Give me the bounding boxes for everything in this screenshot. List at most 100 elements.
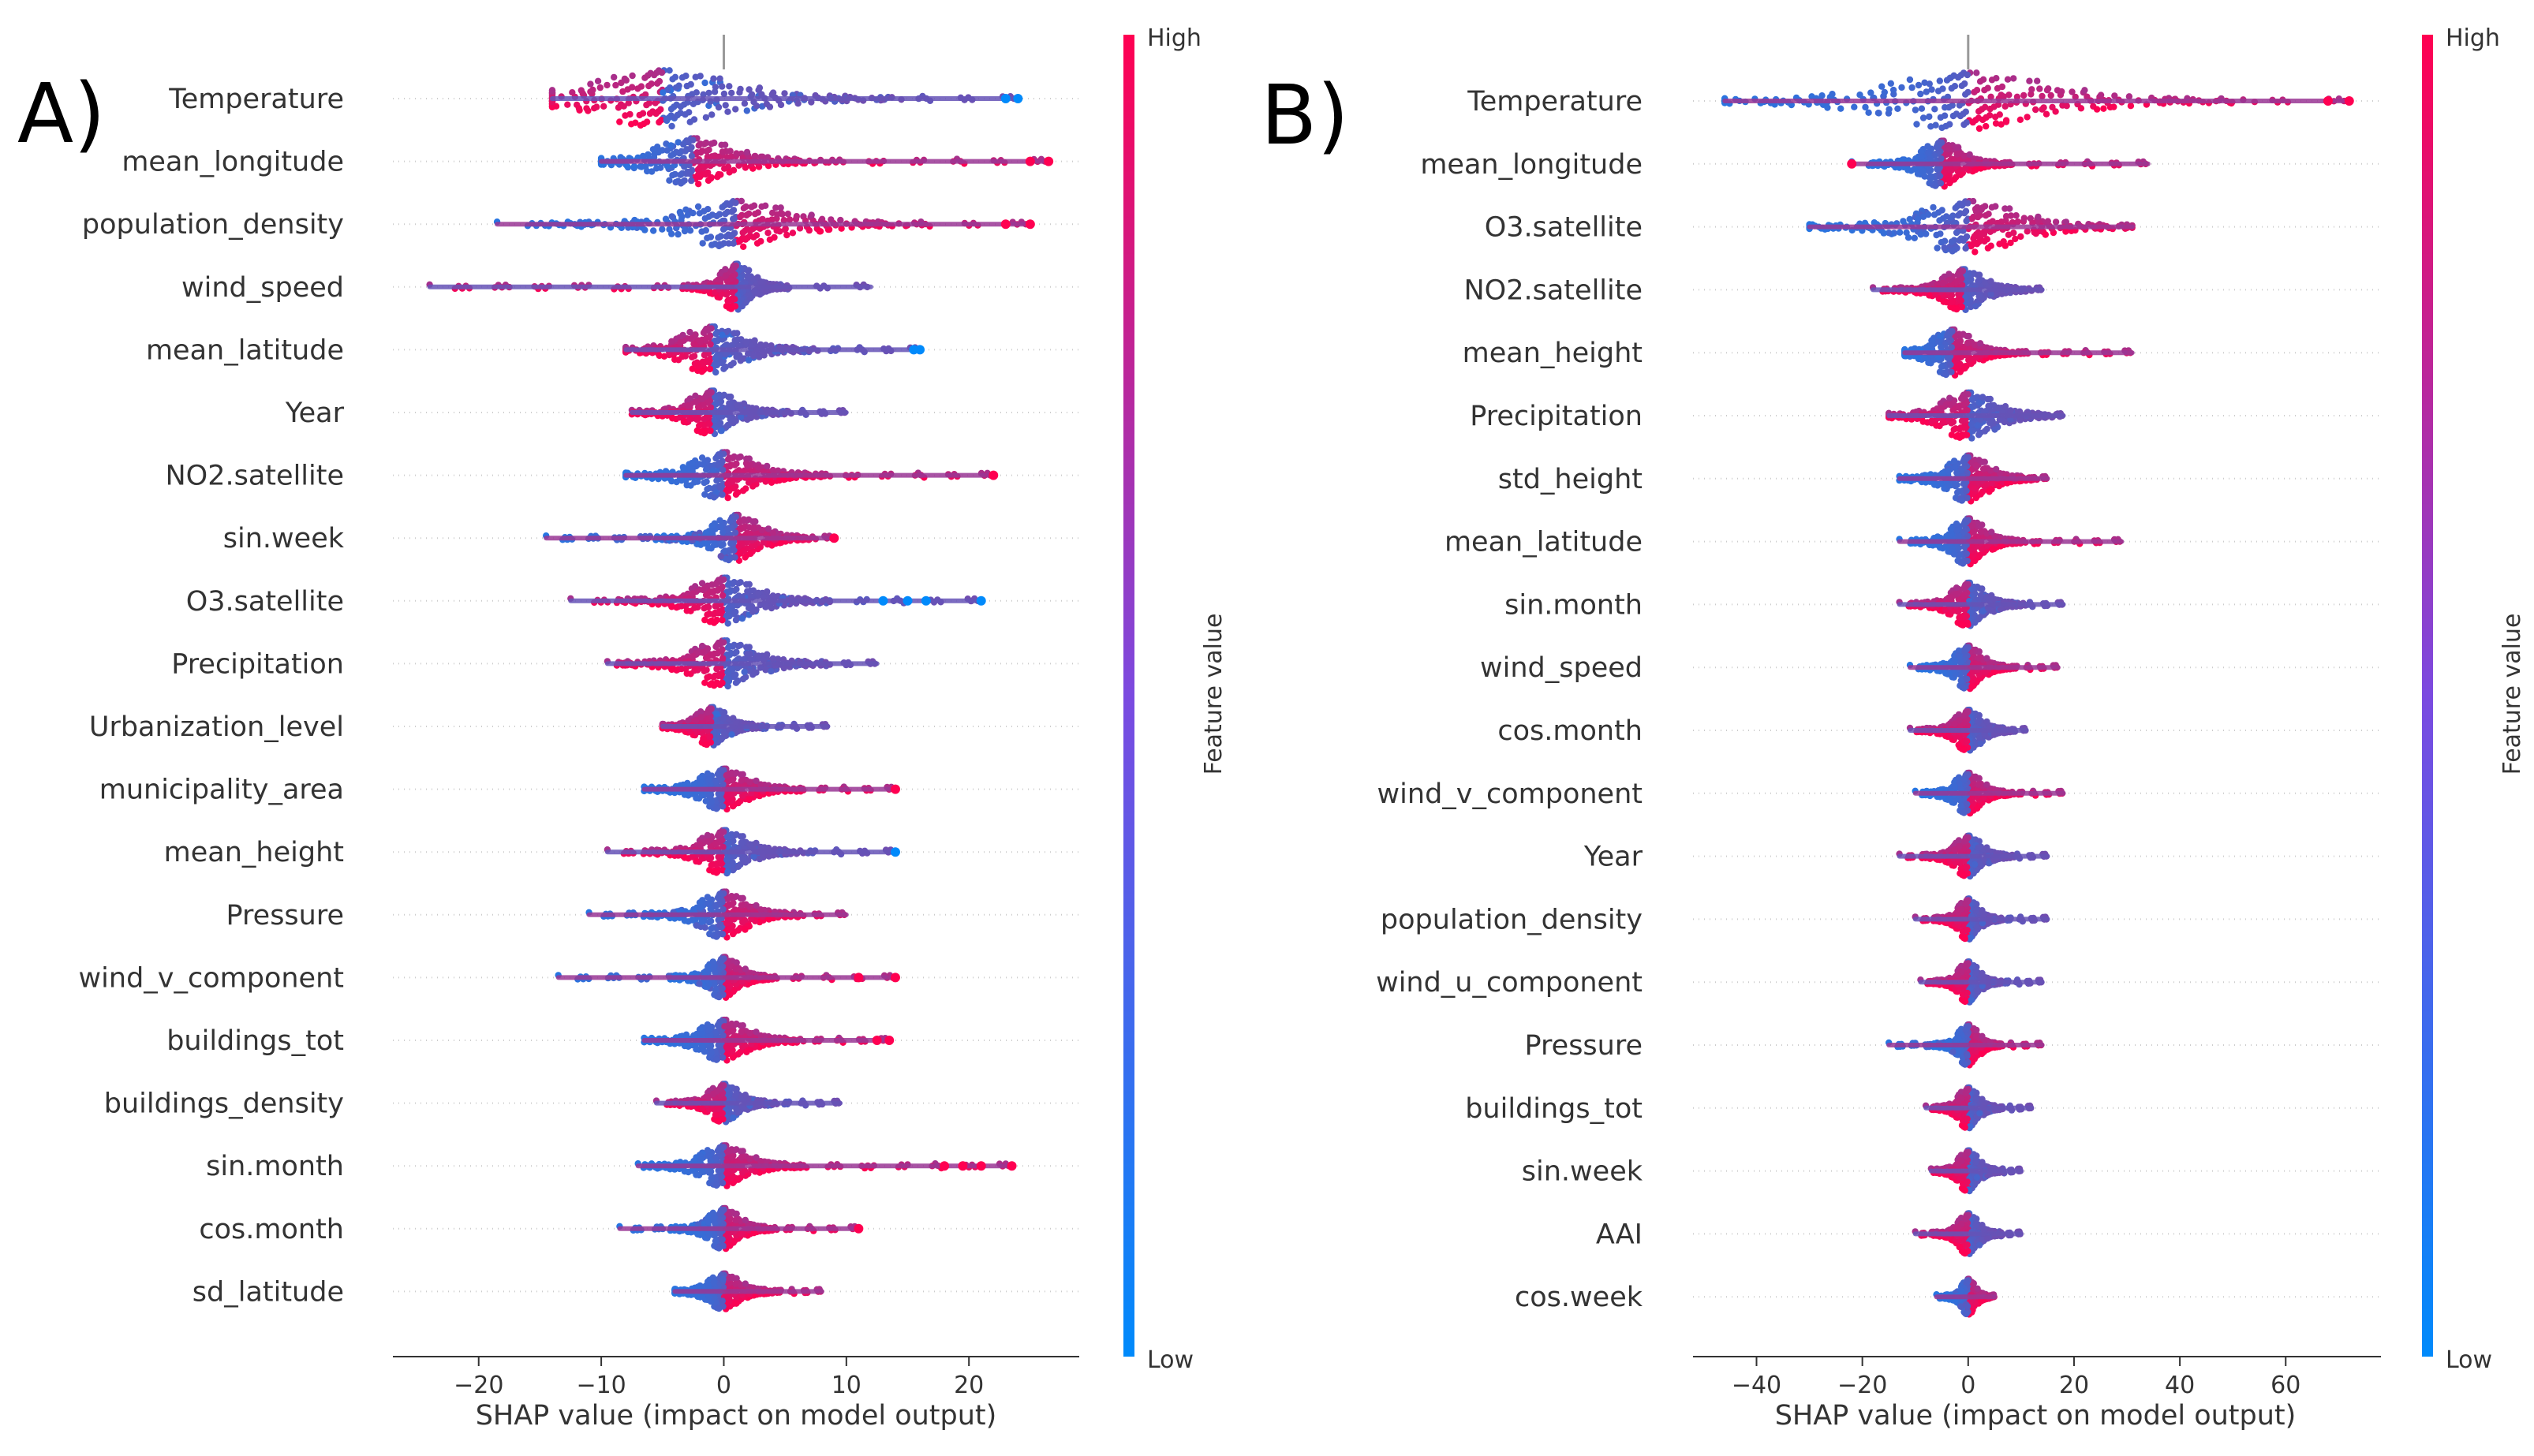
- shap-point: [735, 238, 743, 245]
- shap-point: [729, 289, 736, 296]
- shap-point: [719, 715, 727, 722]
- shap-point: [724, 868, 731, 875]
- shap-point: [732, 616, 740, 624]
- shap-point: [719, 803, 727, 810]
- shap-outlier: [884, 1036, 895, 1045]
- shap-point: [715, 853, 722, 861]
- shap-point: [703, 147, 710, 155]
- shap-point: [727, 305, 734, 312]
- shap-point: [663, 147, 671, 154]
- shap-point: [653, 165, 660, 172]
- shap-point: [707, 427, 714, 435]
- shap-point: [764, 162, 772, 170]
- shap-point: [693, 922, 701, 929]
- shap-point: [753, 240, 761, 247]
- shap-point: [742, 926, 749, 933]
- shap-point: [589, 86, 596, 94]
- shap-point: [828, 216, 835, 223]
- shap-point: [722, 210, 729, 218]
- shap-outlier: [976, 595, 986, 606]
- shap-point: [745, 357, 753, 364]
- shap-point: [694, 166, 701, 174]
- shap-point: [708, 925, 715, 932]
- shap-point: [686, 328, 693, 336]
- shap-point: [564, 101, 571, 108]
- shap-point: [731, 337, 738, 344]
- shap-point: [786, 216, 794, 223]
- shap-point: [753, 839, 760, 847]
- shap-point: [701, 605, 708, 612]
- shap-point: [646, 110, 654, 118]
- shap-point: [750, 233, 757, 241]
- beeswarm-Pressure: [585, 888, 849, 941]
- shap-point: [742, 965, 749, 973]
- shap-point: [705, 838, 712, 846]
- shap-point: [731, 215, 738, 222]
- shap-point: [756, 84, 764, 91]
- shap-point: [762, 342, 769, 349]
- shap-point: [712, 643, 719, 651]
- shap-outlier: [1044, 156, 1054, 166]
- shap-point: [715, 234, 722, 241]
- shap-point: [672, 178, 679, 186]
- shap-point: [750, 525, 757, 532]
- shap-point: [764, 230, 772, 237]
- shap-point: [641, 226, 648, 233]
- shap-point: [783, 231, 790, 239]
- shap-point: [740, 400, 748, 407]
- shap-point: [746, 227, 754, 234]
- shap-point: [738, 1028, 745, 1036]
- shap-outlier: [854, 973, 864, 983]
- shap-point: [716, 75, 723, 82]
- shap-point: [669, 76, 676, 83]
- shap-outlier: [940, 1161, 950, 1171]
- shap-point: [726, 983, 734, 990]
- shap-point: [731, 330, 738, 337]
- shap-point: [706, 420, 713, 427]
- shap-point: [769, 592, 776, 599]
- shap-point: [667, 142, 675, 149]
- shap-point: [622, 112, 629, 119]
- shap-point: [672, 84, 680, 91]
- shap-point: [743, 211, 750, 219]
- shap-point: [701, 539, 708, 547]
- shap-point: [707, 162, 714, 170]
- shap-point: [689, 365, 696, 372]
- shap-point: [719, 226, 727, 233]
- shap-point: [772, 204, 779, 211]
- shap-point: [763, 288, 770, 295]
- shap-point: [749, 518, 757, 525]
- shap-point: [794, 100, 802, 107]
- shap-point: [777, 204, 784, 211]
- shap-point: [719, 203, 726, 211]
- shap-point: [713, 603, 720, 610]
- shap-point: [728, 208, 735, 215]
- shap-point: [668, 666, 675, 674]
- shap-point: [736, 213, 744, 221]
- shap-point: [753, 1029, 760, 1036]
- shap-point: [698, 228, 705, 235]
- shap-point: [651, 71, 658, 79]
- shap-point: [685, 139, 692, 146]
- shap-point: [755, 464, 762, 471]
- shap-point: [698, 395, 706, 402]
- shap-point: [755, 589, 762, 596]
- shap-point: [722, 350, 729, 358]
- shap-point: [575, 105, 583, 112]
- shap-point: [719, 83, 726, 90]
- shap-point: [648, 168, 656, 175]
- shap-point: [616, 118, 623, 125]
- shap-point: [766, 103, 774, 110]
- shap-point: [667, 152, 675, 159]
- shap-point: [701, 215, 708, 222]
- shap-point: [650, 227, 657, 234]
- shap-point: [697, 1155, 705, 1163]
- shap-point: [784, 211, 791, 218]
- shap-point: [728, 89, 735, 97]
- shap-point: [710, 674, 717, 681]
- shap-point: [683, 481, 690, 489]
- shap-point: [682, 147, 690, 155]
- shap-point: [743, 1048, 750, 1056]
- shap-point: [755, 652, 762, 659]
- shap-point: [724, 669, 731, 676]
